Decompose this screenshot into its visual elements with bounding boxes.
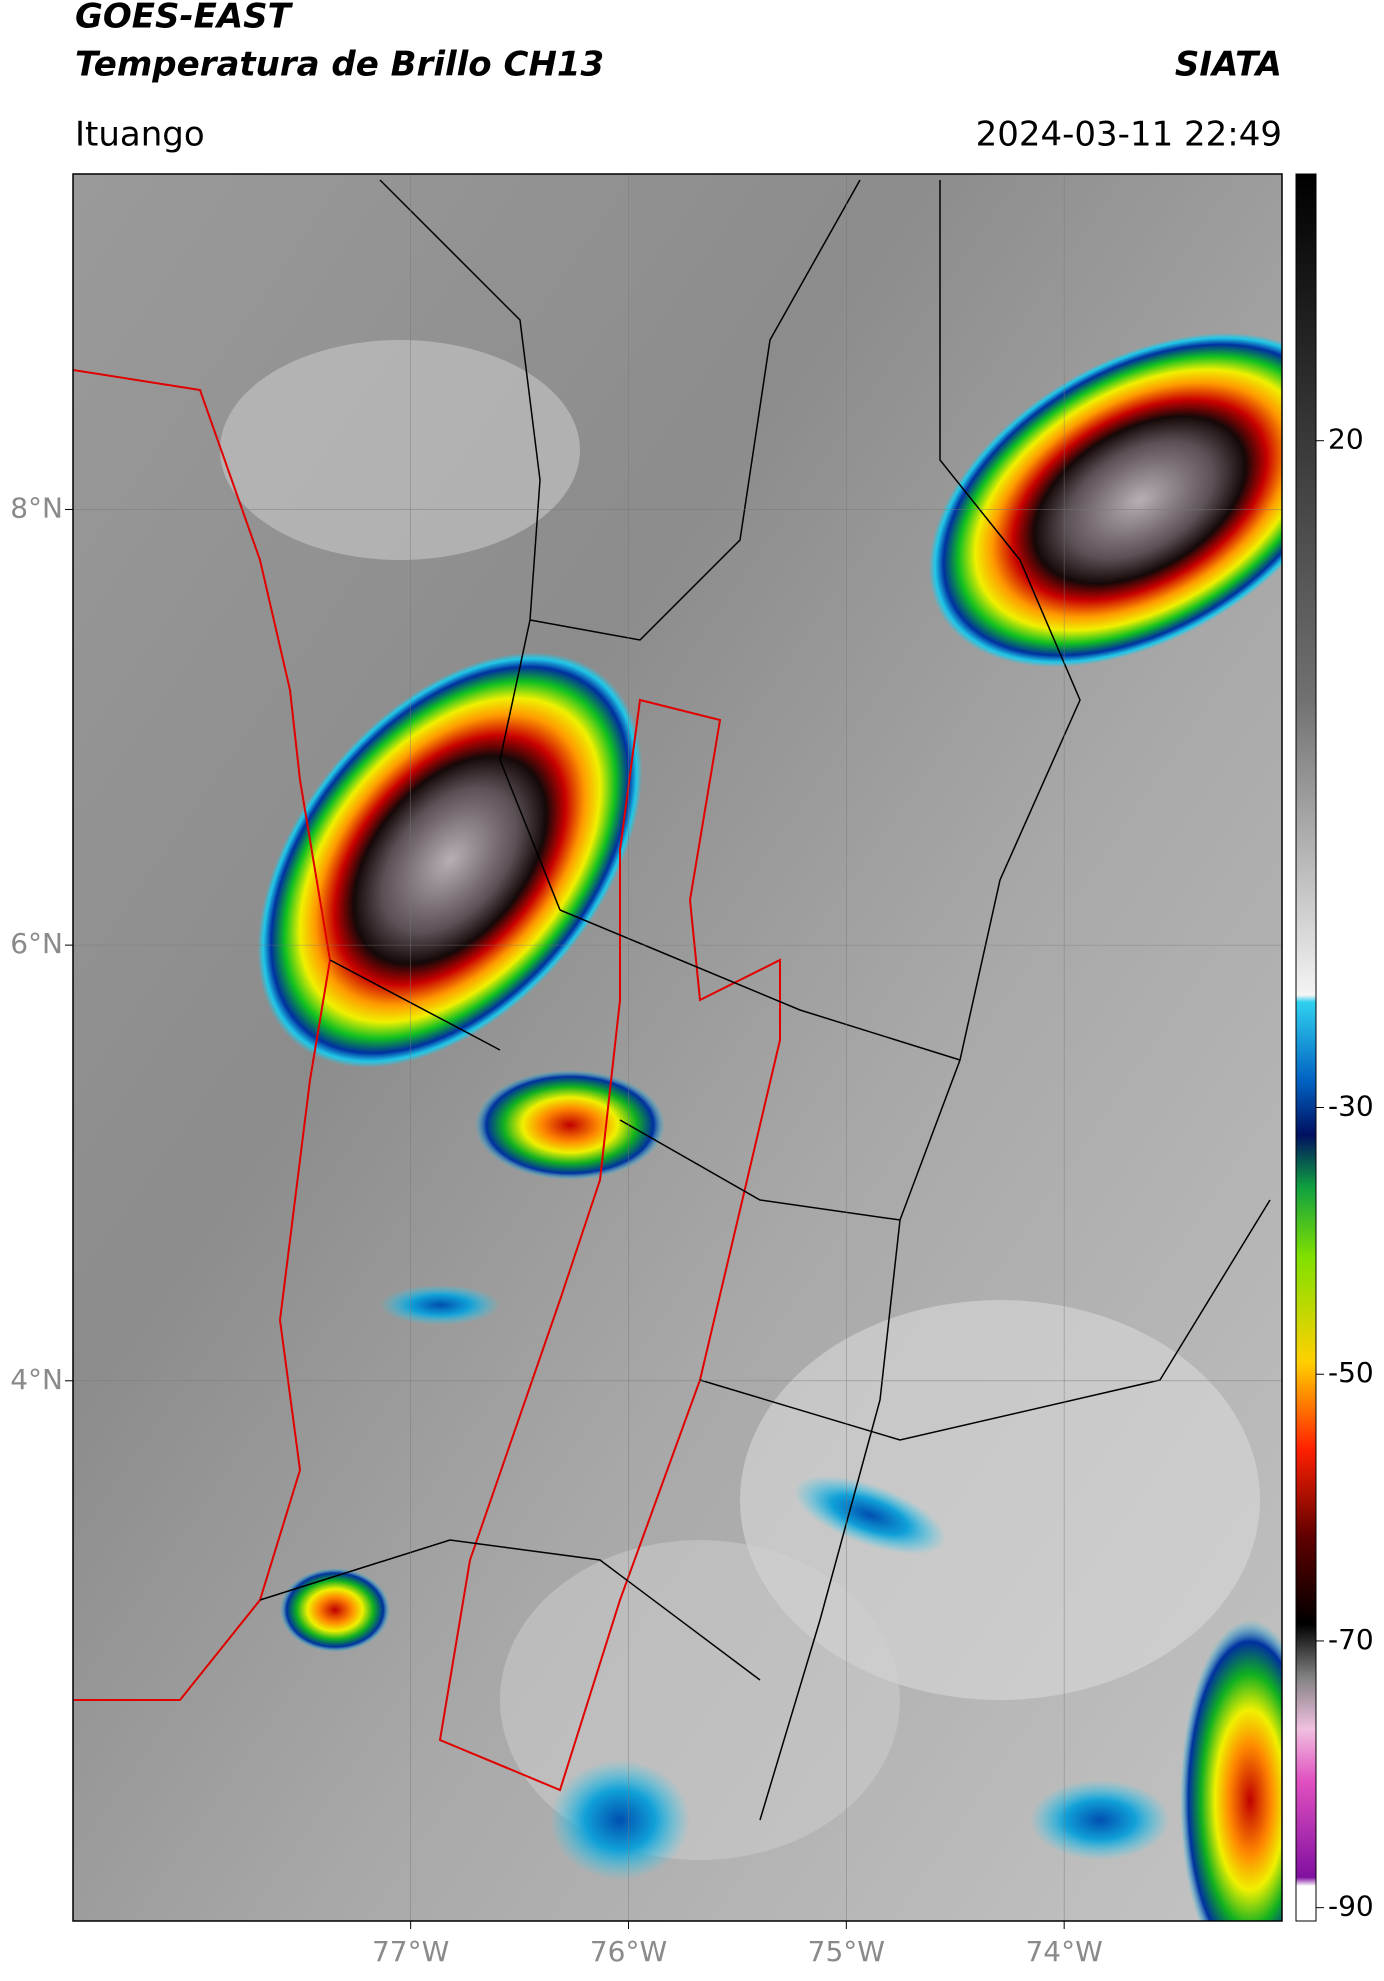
colorbar-tick-label: -70 xyxy=(1328,1623,1374,1656)
lon-tick-label: 75°W xyxy=(808,1935,885,1968)
colorbar-tick-label: -90 xyxy=(1328,1890,1374,1923)
datetime: 2024-03-11 22:49 xyxy=(976,115,1282,155)
lat-tick-label: 4°N xyxy=(10,1363,63,1396)
colorbar xyxy=(1295,173,1317,1922)
map-frame xyxy=(72,173,1283,1922)
colorbar-tick-label: -50 xyxy=(1328,1356,1374,1389)
lat-tick-label: 6°N xyxy=(10,927,63,960)
location: Ituango xyxy=(75,115,205,155)
colorbar-tick-label: 20 xyxy=(1328,423,1364,456)
lat-tick-label: 8°N xyxy=(10,491,63,524)
lon-tick-label: 74°W xyxy=(1025,1935,1102,1968)
lon-tick-label: 77°W xyxy=(372,1935,449,1968)
lon-tick-label: 76°W xyxy=(590,1935,667,1968)
map-image xyxy=(73,174,1282,1921)
source: SIATA xyxy=(1175,45,1282,85)
colorbar-tick-label: -30 xyxy=(1328,1090,1374,1123)
subtitle: Temperatura de Brillo CH13 xyxy=(75,45,604,85)
graticule xyxy=(73,174,1282,1921)
title: GOES-EAST xyxy=(75,0,294,37)
